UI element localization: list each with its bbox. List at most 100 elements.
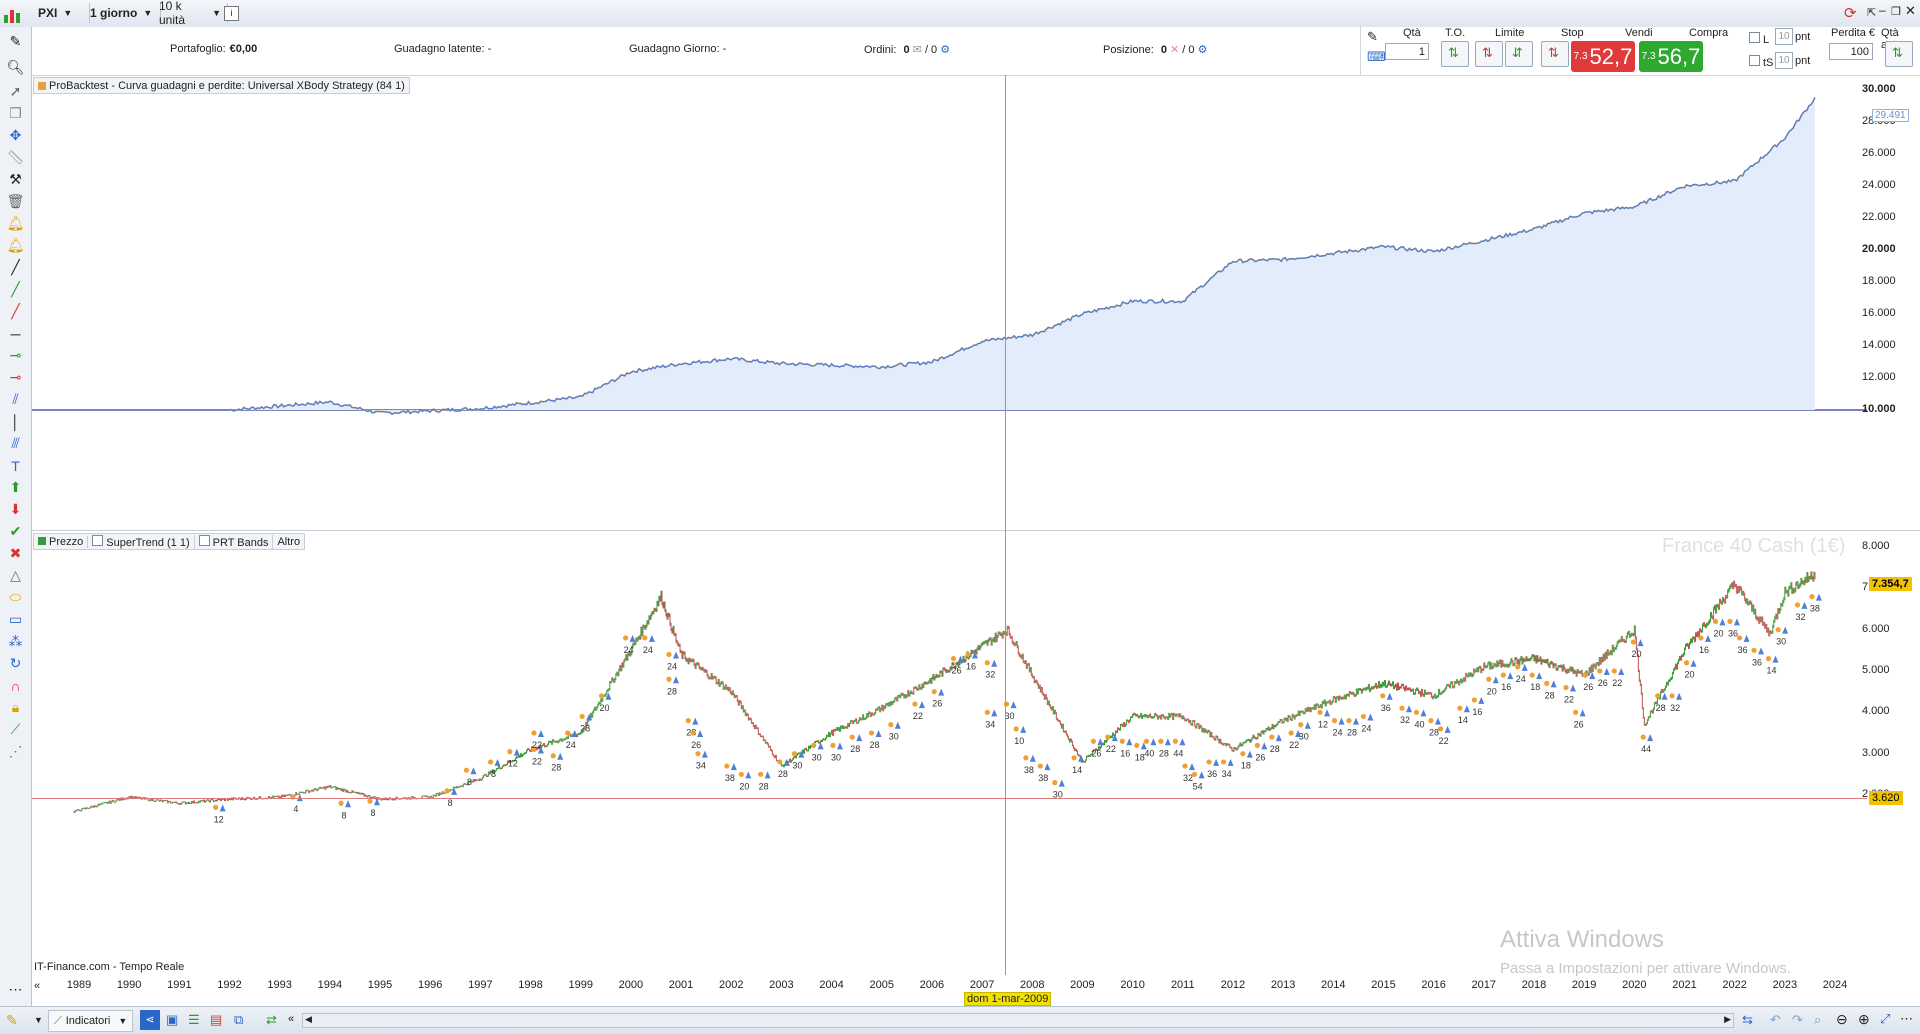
minimize-icon[interactable]: – [1879,3,1886,17]
x-axis-year-label: 1989 [66,979,92,991]
restore-icon[interactable]: ❐ [1891,6,1901,18]
zoom-icon[interactable]: 🔍︎ [6,59,25,75]
orders-stat[interactable]: Ordini: 0 ✉ / 0 ⚙ [864,43,950,56]
scroll-right-arrow-icon[interactable]: ▶ [1724,1014,1731,1024]
l-checkbox[interactable]: L [1749,32,1769,46]
close-icon[interactable]: ✕ [1905,3,1916,18]
sell-signal-marker [1736,635,1743,641]
chart-type-icon[interactable] [4,4,26,23]
red-line-icon[interactable]: ╱ [11,303,20,319]
ts-pnt-input[interactable]: 10 [1775,52,1793,69]
undo-icon[interactable]: ↶ [1770,1012,1781,1027]
qty-input[interactable]: 1 [1385,43,1429,60]
buy-button[interactable]: 7.3 56,7 [1639,41,1703,72]
copy-icon[interactable]: ❐ [9,105,22,121]
pen-settings-icon[interactable]: ✎ [1367,29,1378,44]
indicator-settings-icon[interactable]: ✎ [6,1012,18,1028]
rectangle-icon[interactable]: ▭ [8,611,23,627]
l-pnt-input[interactable]: 10 [1775,28,1793,45]
zoom-area-icon[interactable]: ⌕ [1814,1012,1822,1027]
more-options-icon[interactable]: ⋯ [1900,1011,1913,1026]
equity-panel-header[interactable]: ProBacktest - Curva guadagni e perdite: … [33,77,410,94]
text-icon[interactable]: T [11,457,20,474]
scrollbar[interactable]: ◀ ▶ [302,1013,1734,1028]
detach-window-icon[interactable]: ⇱ [1867,7,1877,19]
ts-checkbox[interactable]: tS [1749,55,1773,69]
auto-qty-button[interactable]: ⇅ [1885,41,1913,67]
limit-buy-button[interactable]: ⇅ [1475,41,1503,67]
tab-prt-bands[interactable]: PRT Bands [195,534,274,549]
equity-chart[interactable] [32,75,1867,430]
redo-icon[interactable]: ↷ [1792,1012,1803,1027]
cursor-icon[interactable]: ➚ [9,83,22,99]
sell-button[interactable]: 7.3 52,7 [1571,41,1635,72]
grid-icon[interactable]: ⁂ [8,633,23,649]
horizontal-red-icon[interactable]: ⊸ [9,369,22,385]
alarm-icon[interactable]: 🔔︎ [6,237,25,253]
magnet-tool-icon[interactable]: ⚒ [9,171,22,187]
channel-icon[interactable]: ⫻ [11,435,20,451]
horizontal-green-icon[interactable]: ⊸ [9,347,22,363]
tab-price[interactable]: Prezzo [34,535,89,548]
signal-count-label: 34 [985,719,995,729]
timeframe-dropdown[interactable]: 1 giorno ▼ [84,3,161,23]
limit-sell-button[interactable]: ⇵ [1505,41,1533,67]
export-icon[interactable]: ⇄ [266,1012,277,1027]
line-icon[interactable]: ╱ [11,259,20,275]
ellipse-icon[interactable]: ⬭ [9,589,22,605]
gear-icon[interactable]: ⚙ [1197,44,1208,56]
window-icon[interactable]: ▣ [166,1012,179,1027]
buy-signal-marker [586,713,593,721]
arrow-down-icon[interactable]: ⬇ [9,501,22,517]
panel-divider[interactable] [32,530,1920,531]
tab-supertrend[interactable]: SuperTrend (1 1) [88,534,195,549]
share-icon[interactable]: ⋖ [140,1010,160,1030]
x-axis-year-label: 2019 [1571,979,1597,991]
green-line-icon[interactable]: ╱ [11,281,20,297]
info-icon[interactable]: i [224,6,239,21]
expand-icon[interactable]: ⤢ [1880,1011,1891,1026]
time-axis[interactable]: 1989 1990 1991 1992 1993 1994 1995 1996 1997 1998… [32,975,1867,995]
instrument-dropdown[interactable]: PXI ▼ [32,3,90,23]
position-stat[interactable]: Posizione: 0 ✕ / 0 ⚙ [1103,43,1207,56]
alert-icon[interactable]: 🔔︎ [6,215,25,231]
stop-buy-button[interactable]: ⇅ [1541,41,1569,67]
pencil-icon[interactable]: ✎ [9,33,22,49]
keyboard-icon[interactable]: ⌨ [1367,49,1386,64]
lock-icon[interactable]: 🔒︎ [11,699,20,715]
cross-icon[interactable]: ✖ [9,545,22,561]
check-icon[interactable]: ✔ [9,523,22,539]
units-dropdown[interactable]: 10 k unità ▼ [153,0,228,27]
scroll-left-arrow-icon[interactable]: ◀ [305,1014,312,1024]
timeline-icon[interactable]: ⇆ [1742,1012,1753,1027]
fibonacci-icon[interactable]: ⫽ [12,391,19,407]
arrow-up-icon[interactable]: ⬆ [9,479,22,495]
vertical-line-icon[interactable]: │ [11,413,20,430]
collapse-icon[interactable]: « [288,1013,295,1025]
fan-icon[interactable]: ⋰ [8,743,23,759]
list-icon[interactable]: ☰ [188,1012,200,1027]
move-icon[interactable]: ✥ [9,127,22,143]
horizontal-line-icon[interactable]: ─ [10,325,21,342]
screener-icon[interactable]: ⧉ [234,1012,244,1027]
chevron-down-icon[interactable]: ▼ [34,1015,43,1025]
sync-icon[interactable]: ⟳ [1844,5,1857,22]
scroll-left-icon[interactable]: « [34,980,41,992]
more-tools-icon[interactable]: ⋯ [8,981,23,997]
loss-input[interactable]: 100 [1829,43,1873,60]
triangle-icon[interactable]: △ [10,567,21,583]
buy-signal-marker [783,758,790,766]
zoom-out-icon[interactable]: ⊖ [1836,1011,1848,1027]
ruler-icon[interactable]: 📏︎ [6,149,25,165]
to-order-button[interactable]: ⇅ [1441,41,1469,67]
zoom-in-icon[interactable]: ⊕ [1858,1011,1870,1027]
trash-icon[interactable]: 🗑︎ [6,193,25,209]
gear-icon[interactable]: ⚙ [940,44,951,56]
regression-icon[interactable]: ⟋ [10,721,21,737]
cycle-icon[interactable]: ↻ [9,655,22,671]
tab-more[interactable]: Altro [273,536,304,548]
orderbook-icon[interactable]: ▤ [210,1012,223,1027]
magnet-icon[interactable]: ∩ [10,677,21,694]
indicators-button[interactable]: ⟋ Indicatori ▼ [48,1010,134,1032]
price-chart[interactable]: 1248888812222228242820242424282826343820… [32,533,1867,975]
